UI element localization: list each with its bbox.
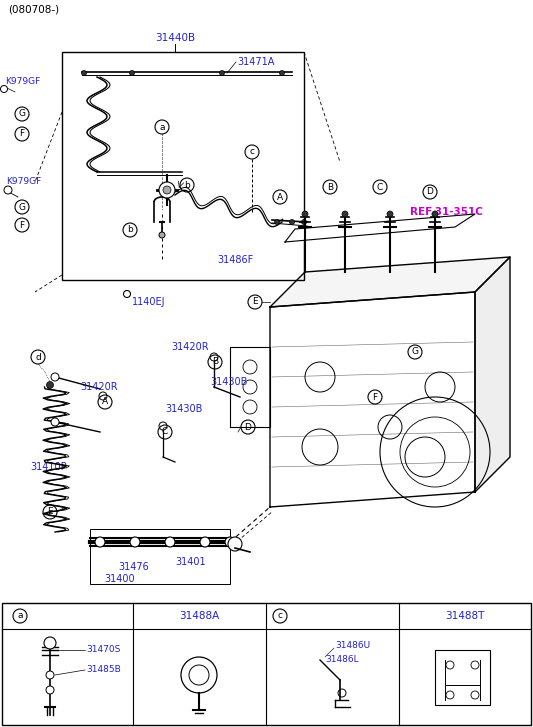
Circle shape — [210, 353, 218, 361]
Text: G: G — [411, 348, 418, 356]
Circle shape — [163, 186, 171, 194]
Text: 31470S: 31470S — [86, 646, 120, 654]
Bar — [2, 603, 531, 725]
Text: 31488T: 31488T — [445, 611, 484, 621]
Text: F: F — [373, 393, 377, 401]
Circle shape — [82, 71, 86, 76]
Text: 31476: 31476 — [118, 562, 149, 572]
Polygon shape — [475, 257, 510, 492]
Text: G: G — [19, 203, 26, 212]
Text: c: c — [249, 148, 254, 156]
Text: E: E — [252, 297, 258, 307]
Text: 31486U: 31486U — [335, 640, 370, 649]
Circle shape — [159, 232, 165, 238]
Text: 31430B: 31430B — [165, 404, 203, 414]
Text: 31440B: 31440B — [155, 33, 195, 43]
Circle shape — [228, 537, 242, 551]
Text: 31420R: 31420R — [80, 382, 118, 392]
Circle shape — [302, 220, 306, 225]
Circle shape — [342, 211, 348, 217]
Text: E: E — [47, 507, 53, 516]
Text: (080708-): (080708-) — [8, 4, 59, 14]
Text: REF.31-351C: REF.31-351C — [410, 207, 483, 217]
Text: 31410P: 31410P — [30, 462, 67, 472]
Circle shape — [46, 686, 54, 694]
Text: A: A — [102, 398, 108, 406]
Circle shape — [220, 71, 224, 76]
Circle shape — [124, 291, 131, 297]
Text: c: c — [278, 611, 282, 621]
Circle shape — [46, 382, 53, 388]
Circle shape — [159, 422, 167, 430]
Text: 31401: 31401 — [175, 557, 206, 567]
Text: b: b — [127, 225, 133, 235]
Text: d: d — [35, 353, 41, 361]
Bar — [435, 650, 490, 705]
Circle shape — [130, 537, 140, 547]
Circle shape — [302, 211, 308, 217]
Text: a: a — [159, 123, 165, 132]
Text: D: D — [245, 422, 252, 432]
Circle shape — [432, 211, 438, 217]
Circle shape — [225, 537, 235, 547]
Circle shape — [279, 71, 285, 76]
Text: 1140EJ: 1140EJ — [132, 297, 166, 307]
Text: a: a — [17, 611, 23, 621]
Circle shape — [4, 186, 12, 194]
Text: 31430B: 31430B — [210, 377, 247, 387]
Polygon shape — [230, 347, 270, 427]
Text: B: B — [212, 358, 218, 366]
Circle shape — [44, 637, 56, 649]
Circle shape — [159, 182, 175, 198]
Text: 31486L: 31486L — [325, 656, 359, 664]
Circle shape — [130, 71, 134, 76]
Circle shape — [51, 418, 59, 426]
Circle shape — [51, 373, 59, 381]
Circle shape — [200, 537, 210, 547]
Circle shape — [95, 537, 105, 547]
Text: C: C — [162, 427, 168, 436]
Text: 31488A: 31488A — [179, 611, 219, 621]
Text: K979GF: K979GF — [5, 78, 41, 87]
Text: 31486F: 31486F — [217, 255, 253, 265]
Circle shape — [274, 220, 279, 225]
Bar — [62, 52, 304, 280]
Text: C: C — [377, 182, 383, 191]
Polygon shape — [270, 292, 475, 507]
Text: 31471A: 31471A — [237, 57, 274, 67]
Text: 31485B: 31485B — [86, 665, 121, 675]
Text: D: D — [426, 188, 433, 196]
Text: B: B — [327, 182, 333, 191]
Polygon shape — [285, 214, 475, 242]
Circle shape — [1, 86, 7, 92]
Circle shape — [165, 537, 175, 547]
Bar — [90, 529, 230, 584]
Circle shape — [289, 220, 295, 225]
Text: A: A — [277, 193, 283, 201]
Circle shape — [99, 392, 107, 400]
Text: K979GF: K979GF — [6, 177, 41, 187]
Text: G: G — [19, 110, 26, 119]
Circle shape — [387, 211, 393, 217]
Text: 31420R: 31420R — [171, 342, 209, 352]
Text: 31400: 31400 — [104, 574, 135, 584]
Text: F: F — [19, 220, 25, 230]
Polygon shape — [270, 257, 510, 307]
Circle shape — [46, 671, 54, 679]
Text: F: F — [19, 129, 25, 139]
Text: b: b — [184, 180, 190, 190]
